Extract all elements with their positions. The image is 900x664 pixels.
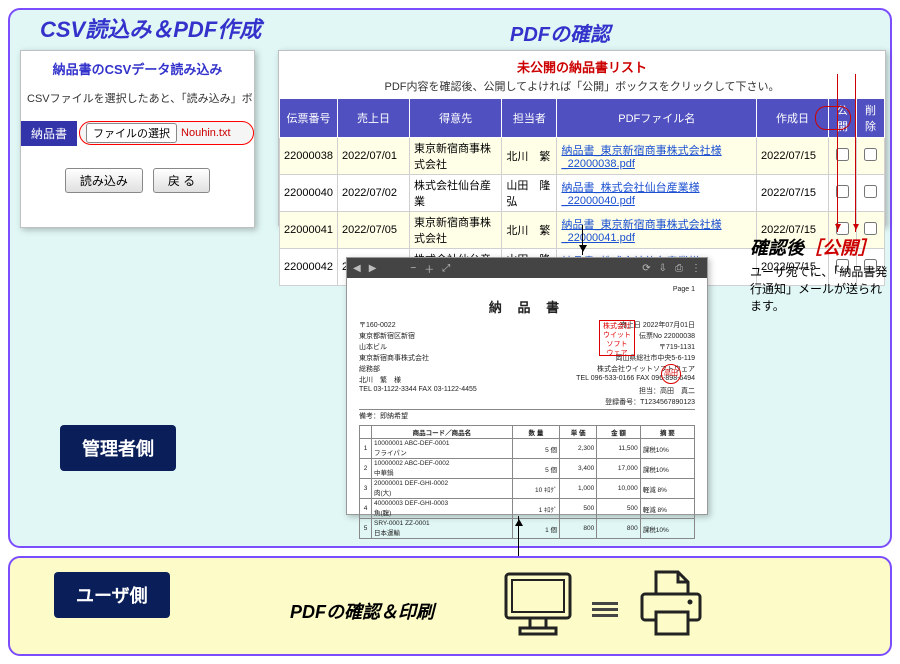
- pdf-item-row: 210000002 ABC-DEF-0002中華鍋5 個3,40017,000課…: [360, 459, 695, 479]
- user-side-badge: ユーザ側: [54, 572, 170, 618]
- rotate-icon[interactable]: ⟳: [642, 263, 650, 274]
- nav-prev-icon[interactable]: ◀: [353, 263, 361, 274]
- admin-panel: CSV読込み＆PDF作成 PDFの確認 納品書のCSVデータ読み込み CSVファ…: [8, 8, 892, 548]
- admin-side-badge: 管理者側: [60, 425, 176, 471]
- list-window-title: 未公開の納品書リスト: [279, 51, 885, 78]
- file-select-area: ファイルの選択 Nouhin.txt: [79, 121, 254, 145]
- unpublished-list-window: 未公開の納品書リスト PDF内容を確認後、公開してよければ「公開」ボックスをクリ…: [278, 50, 886, 226]
- pdf-link[interactable]: 納品書_東京新宿商事株式会社様_22000038.pdf: [561, 145, 721, 170]
- pdf-item-row: 440000003 DEF-GHI-0003魚(腹)1 ｷﾛｸﾞ500500軽減…: [360, 499, 695, 519]
- user-panel: ユーザ側 PDFの確認＆印刷: [8, 556, 892, 656]
- table-header: PDFファイル名: [557, 99, 757, 138]
- fit-icon[interactable]: ⤢: [442, 263, 450, 274]
- heading-pdf: PDFの確認: [510, 18, 610, 47]
- pdf-items-table: 商品コード／商品名数 量単 価金 額摘 要 110000001 ABC-DEF-…: [359, 425, 695, 539]
- csv-tab-nouhin[interactable]: 納品書: [21, 121, 77, 146]
- csv-window-title: 納品書のCSVデータ読み込み: [21, 51, 254, 86]
- pdf-preview-window: ◀ ▶ − ＋ ⤢ ⟳ ⇩ ⎙ ⋮ Page 1 納 品 書 〒160-0022…: [346, 257, 708, 515]
- table-header: 伝票番号: [280, 99, 338, 138]
- more-icon[interactable]: ⋮: [691, 263, 701, 274]
- company-stamp: 株式会社ウイットソフトウェア: [599, 320, 635, 356]
- heading-csv: CSV読込み＆PDF作成: [40, 12, 261, 44]
- zoom-out-icon[interactable]: −: [410, 263, 416, 274]
- read-button[interactable]: 読み込み: [65, 168, 143, 193]
- pdf-item-row: 320000001 DEF-GHI-0002肉(大)10 ｷﾛｸﾞ1,00010…: [360, 479, 695, 499]
- pdf-item-row: 110000001 ABC-DEF-0001フライパン5 個2,30011,50…: [360, 439, 695, 459]
- list-instruction: PDF内容を確認後、公開してよければ「公開」ボックスをクリックして下さい。: [279, 78, 885, 98]
- personal-stamp: 高田: [661, 364, 681, 384]
- download-icon[interactable]: ⇩: [659, 263, 667, 274]
- back-button-csv[interactable]: 戻 る: [153, 168, 210, 193]
- csv-import-window: 納品書のCSVデータ読み込み CSVファイルを選択したあと、「読み込み」ボタンを…: [20, 50, 255, 228]
- pdf-item-row: 5SRY-0001 ZZ-0001日本運輸1 個800800課税10%: [360, 519, 695, 539]
- pdf-link[interactable]: 納品書_東京新宿商事株式会社様_22000041.pdf: [561, 219, 721, 244]
- zoom-in-icon[interactable]: ＋: [424, 261, 434, 276]
- table-row: 220000382022/07/01東京新宿商事株式会社北川 繁納品書_東京新宿…: [280, 138, 885, 175]
- confirm-publish-heading: 確認後［公開］: [750, 234, 876, 260]
- red-arrow-icon: [855, 74, 856, 232]
- csv-instruction: CSVファイルを選択したあと、「読み込み」ボタンを押し: [21, 86, 254, 120]
- table-header: 作成日: [757, 99, 829, 138]
- file-name: Nouhin.txt: [181, 127, 231, 139]
- confirm-publish-note: ユーザ宛てに、「納品書発行通知」メールが送られます。: [750, 264, 890, 314]
- nav-next-icon[interactable]: ▶: [369, 263, 377, 274]
- user-action-label: PDFの確認＆印刷: [290, 598, 434, 624]
- arrow-down-icon: [582, 225, 583, 255]
- file-choose-button[interactable]: ファイルの選択: [86, 123, 177, 143]
- table-header: 得意先: [409, 99, 501, 138]
- table-header: 担当者: [502, 99, 557, 138]
- pdf-page-label: Page 1: [359, 286, 695, 293]
- delete-checkbox[interactable]: [864, 148, 877, 161]
- pdf-link[interactable]: 納品書_株式会社仙台産業様_22000040.pdf: [561, 182, 699, 207]
- pdf-toolbar: ◀ ▶ − ＋ ⤢ ⟳ ⇩ ⎙ ⋮: [347, 258, 707, 278]
- red-arrow-icon: [837, 74, 838, 232]
- table-header: 公開: [829, 99, 857, 138]
- delete-checkbox[interactable]: [864, 185, 877, 198]
- table-header: 削除: [857, 99, 885, 138]
- pdf-title: 納 品 書: [359, 297, 695, 316]
- table-header: 売上日: [337, 99, 409, 138]
- printer-icon: [630, 566, 706, 647]
- print-icon[interactable]: ⎙: [675, 263, 683, 274]
- pdf-document: Page 1 納 品 書 〒160-0022売上日 2022年07月01日 東京…: [347, 278, 707, 547]
- table-row: 220000402022/07/02株式会社仙台産業山田 隆弘納品書_株式会社仙…: [280, 175, 885, 212]
- monitor-icon: [500, 568, 576, 649]
- pdf-note: 備考：即納希望: [359, 409, 695, 421]
- connection-icon: [592, 602, 618, 617]
